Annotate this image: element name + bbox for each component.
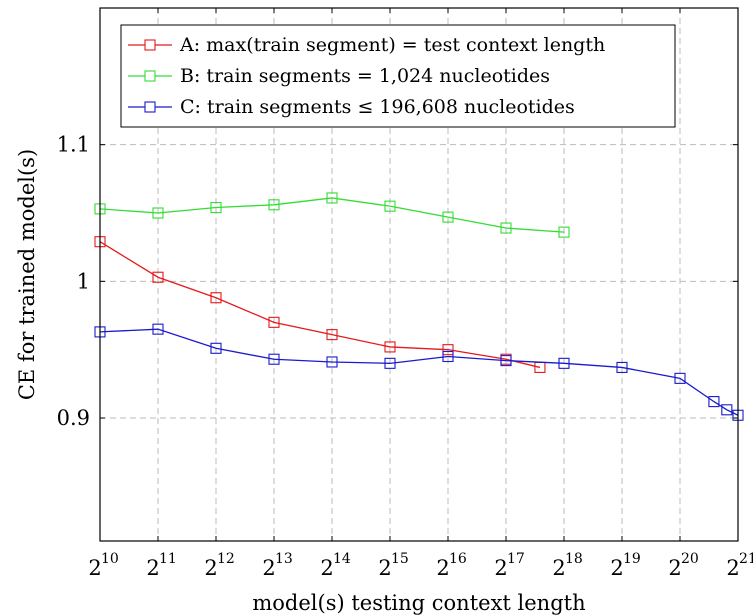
series-line xyxy=(100,329,738,415)
x-axis-label: model(s) testing context length xyxy=(252,591,585,615)
x-tick-label: 2 xyxy=(436,556,449,580)
x-tick-label: 2 xyxy=(320,556,333,580)
series-a xyxy=(95,237,545,373)
x-tick-label: 2 xyxy=(668,556,681,580)
legend-marker-swatch xyxy=(145,40,155,50)
x-tick-exponent: 12 xyxy=(217,551,235,567)
x-tick-label: 2 xyxy=(146,556,159,580)
x-tick-exponent: 14 xyxy=(333,551,351,567)
x-tick-label: 2 xyxy=(88,556,101,580)
x-tick-label: 2 xyxy=(262,556,275,580)
legend-label: C: train segments ≤ 196,608 nucleotides xyxy=(180,96,575,118)
y-tick-label: 0.9 xyxy=(57,406,90,430)
series-line xyxy=(100,242,540,368)
x-tick-label: 2 xyxy=(552,556,565,580)
x-tick-exponent: 13 xyxy=(275,551,293,567)
x-tick-label: 2 xyxy=(726,556,739,580)
y-tick-labels: 0.9 1 1.1 xyxy=(57,133,90,430)
legend-label: B: train segments = 1,024 nucleotides xyxy=(180,65,550,87)
x-tick-exponent: 19 xyxy=(623,551,641,567)
x-tick-label: 2 xyxy=(204,556,217,580)
x-tick-label: 2 xyxy=(610,556,623,580)
legend: A: max(train segment) = test context len… xyxy=(121,25,675,127)
x-tick-exponent: 15 xyxy=(391,551,409,567)
x-tick-label: 2 xyxy=(378,556,391,580)
legend-marker-swatch xyxy=(145,71,155,81)
legend-label: A: max(train segment) = test context len… xyxy=(179,34,605,56)
y-tick-label: 1 xyxy=(77,269,90,293)
legend-entry: A: max(train segment) = test context len… xyxy=(128,34,605,56)
legend-entry: C: train segments ≤ 196,608 nucleotides xyxy=(128,96,575,118)
x-tick-exponent: 18 xyxy=(565,551,583,567)
legend-entry: B: train segments = 1,024 nucleotides xyxy=(128,65,550,87)
x-tick-exponent: 20 xyxy=(681,551,699,567)
x-tick-exponent: 11 xyxy=(159,551,177,567)
series-c xyxy=(95,324,743,420)
x-tick-exponent: 21 xyxy=(739,551,753,567)
x-tick-exponent: 10 xyxy=(101,551,119,567)
x-tick-exponent: 17 xyxy=(507,551,525,567)
x-tick-label: 2 xyxy=(494,556,507,580)
y-tick-label: 1.1 xyxy=(57,133,90,157)
x-tick-exponent: 16 xyxy=(449,551,467,567)
x-tick-labels: 2 10 2 11 2 12 2 13 2 14 2 15 2 16 2 17 2 18 2 19 2 20 2 21 xyxy=(88,551,753,580)
y-axis-label: CE for trained model(s) xyxy=(15,149,39,400)
series-layer xyxy=(95,193,743,420)
legend-marker-swatch xyxy=(145,102,155,112)
